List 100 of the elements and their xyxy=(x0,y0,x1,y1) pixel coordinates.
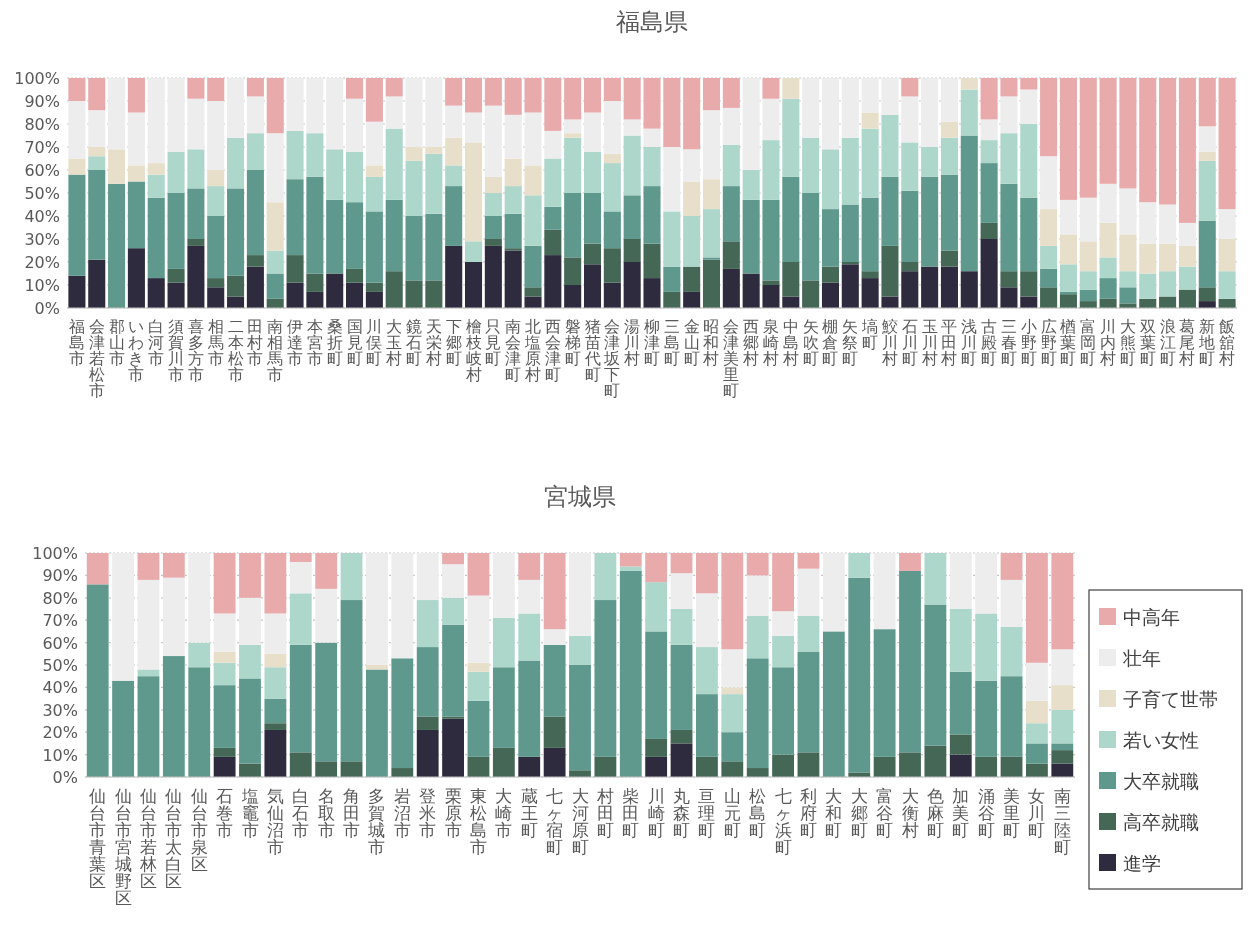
x-tick-label: 国見町 xyxy=(346,317,363,368)
bar xyxy=(162,577,185,657)
x-tick-label: 蔵王町 xyxy=(520,786,538,840)
bar xyxy=(881,245,899,297)
bar xyxy=(1119,271,1137,288)
bar xyxy=(848,577,871,773)
bar xyxy=(663,147,681,212)
bar xyxy=(68,101,86,159)
bar xyxy=(239,644,261,679)
bar xyxy=(68,78,86,101)
x-tick-label: 多賀城市 xyxy=(367,786,386,857)
bar xyxy=(366,665,388,670)
y-tick-label: 30% xyxy=(24,230,60,249)
bar xyxy=(167,282,185,308)
bar xyxy=(266,202,284,251)
bar xyxy=(442,624,464,717)
bar xyxy=(1040,78,1058,157)
bar xyxy=(899,570,921,753)
bar xyxy=(306,133,324,177)
x-tick-label: 登米市 xyxy=(419,786,437,840)
bar xyxy=(147,78,165,164)
bar xyxy=(663,291,681,308)
bar xyxy=(702,257,721,260)
bar xyxy=(619,570,642,777)
bar xyxy=(623,262,641,308)
bar xyxy=(802,193,820,281)
bar xyxy=(1099,278,1117,299)
bar xyxy=(1079,241,1097,272)
bar xyxy=(524,112,542,166)
x-tick-label: 檜枝岐村 xyxy=(464,317,482,384)
bar xyxy=(162,553,185,578)
bar xyxy=(1119,287,1137,304)
bar xyxy=(924,553,947,605)
bar xyxy=(603,78,621,101)
bar xyxy=(924,604,947,746)
x-tick-label: 仙台市泉区 xyxy=(190,786,208,874)
bar xyxy=(645,582,668,632)
bar xyxy=(594,553,617,601)
bar xyxy=(1020,78,1038,90)
bar xyxy=(112,680,134,777)
bar xyxy=(416,553,439,601)
y-tick-label: 10% xyxy=(42,745,78,765)
x-tick-label: 天栄村 xyxy=(424,317,442,368)
x-tick-label: 色麻町 xyxy=(926,786,944,840)
bar xyxy=(524,245,542,288)
bar xyxy=(365,176,383,212)
bar xyxy=(861,271,879,279)
bar xyxy=(239,763,261,777)
x-tick-label: 二本松市 xyxy=(227,317,244,384)
bar xyxy=(544,206,562,230)
bar xyxy=(643,278,661,308)
legend-label: 大卒就職 xyxy=(1123,770,1199,792)
bar xyxy=(1198,220,1216,288)
bar xyxy=(524,287,542,297)
x-tick-label: 本宮市 xyxy=(306,317,323,368)
bar xyxy=(821,78,839,150)
bar xyxy=(162,656,185,777)
x-tick-label: 小野町 xyxy=(1020,317,1037,368)
bar xyxy=(1099,222,1117,258)
bar xyxy=(385,199,403,272)
bar xyxy=(213,553,236,614)
bar xyxy=(213,651,236,663)
bar xyxy=(86,584,109,777)
x-tick-label: 柴田町 xyxy=(622,786,640,840)
x-tick-label: 大熊町 xyxy=(1119,317,1136,368)
bar xyxy=(1000,579,1023,627)
bar xyxy=(583,78,602,113)
y-tick-label: 40% xyxy=(24,207,60,226)
x-tick-label: 矢祭町 xyxy=(842,317,859,368)
x-tick-label: 仙台市太白区 xyxy=(165,786,183,891)
bar xyxy=(901,190,919,262)
bar xyxy=(1198,126,1216,152)
bar xyxy=(326,199,344,274)
bar xyxy=(127,248,145,308)
bar xyxy=(137,676,160,777)
bar xyxy=(921,147,939,177)
bar xyxy=(326,78,344,150)
bar xyxy=(569,770,591,777)
bar xyxy=(504,158,522,187)
bar xyxy=(366,669,388,777)
bar xyxy=(504,213,522,249)
bar xyxy=(940,121,958,138)
bar xyxy=(1139,78,1157,203)
legend-label: 進学 xyxy=(1123,852,1161,874)
x-tick-label: 山元町 xyxy=(723,786,741,840)
bar xyxy=(901,271,919,308)
bar xyxy=(86,553,109,585)
chart-title: 福島県 xyxy=(616,8,688,36)
bar xyxy=(746,658,769,769)
bar xyxy=(797,752,820,777)
x-tick-label: 名取市 xyxy=(317,786,335,840)
x-tick-label: 楢葉町 xyxy=(1060,317,1077,368)
bar xyxy=(518,613,541,661)
y-tick-label: 70% xyxy=(42,611,78,631)
bar xyxy=(385,78,403,97)
bar xyxy=(564,257,582,285)
bar xyxy=(722,268,740,308)
bar xyxy=(340,761,363,777)
bar xyxy=(797,615,820,652)
bar xyxy=(1000,756,1023,777)
